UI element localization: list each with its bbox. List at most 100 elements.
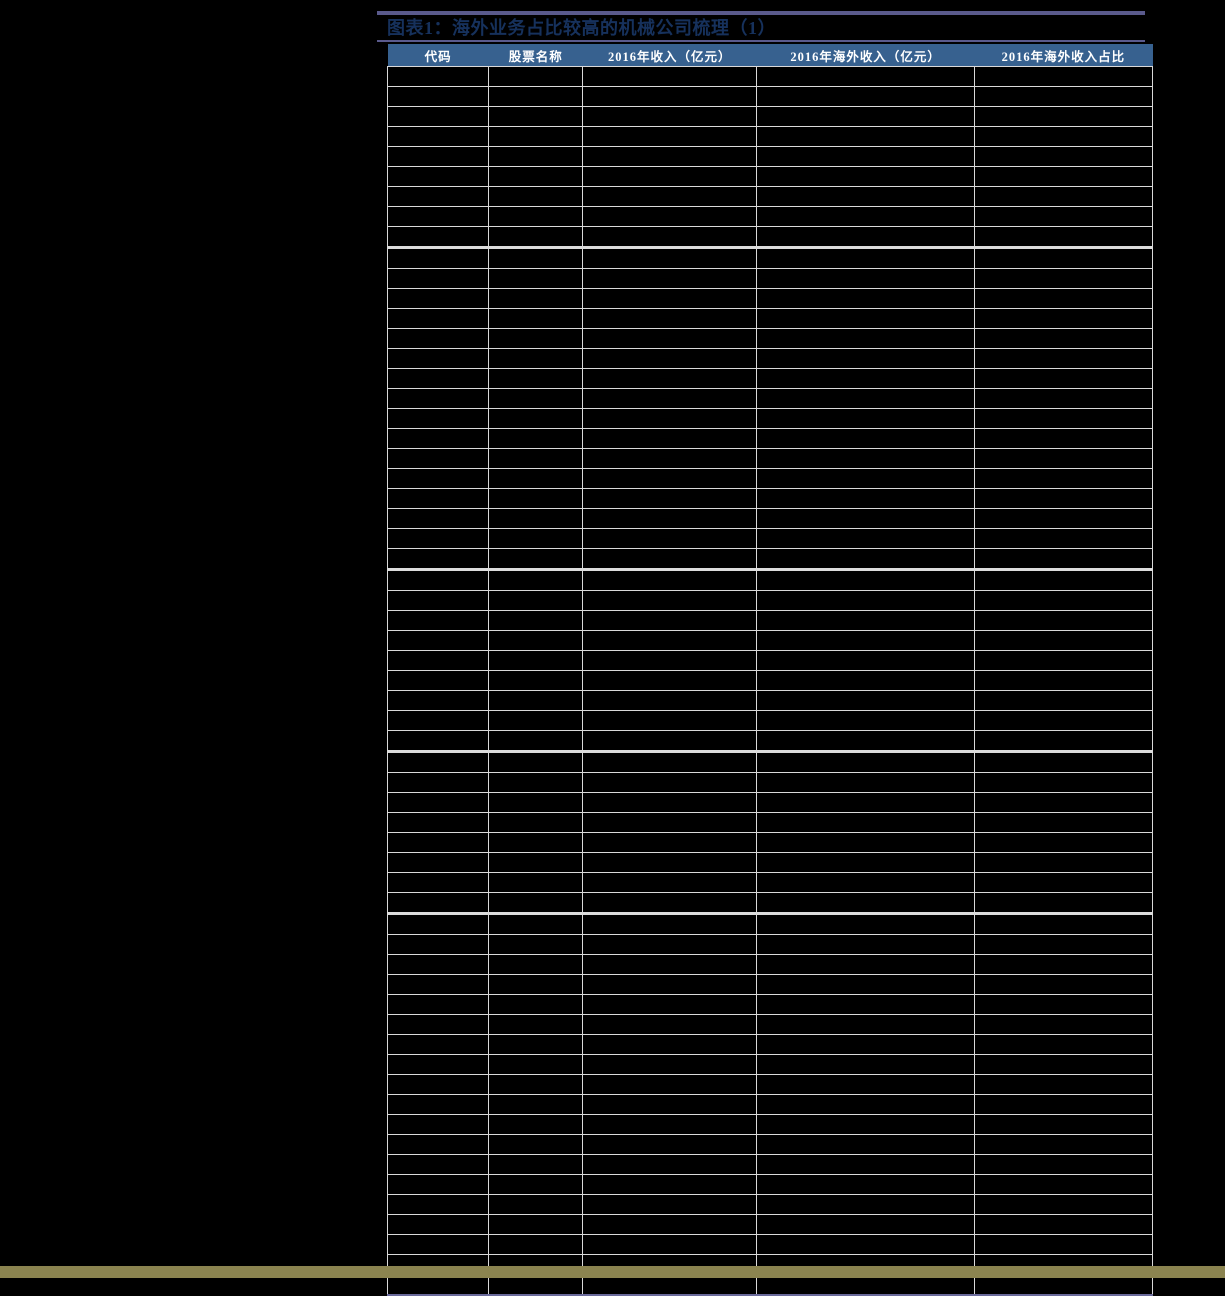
table-row[interactable]	[386, 772, 1154, 793]
table-row[interactable]	[386, 66, 1154, 87]
table-row[interactable]	[386, 528, 1154, 549]
cell-name	[488, 974, 584, 995]
cell-orev	[756, 994, 975, 1015]
table-row[interactable]	[386, 1054, 1154, 1075]
table-row[interactable]	[386, 1194, 1154, 1215]
table-row[interactable]	[386, 852, 1154, 873]
cell-rev	[582, 448, 758, 469]
table-row[interactable]	[386, 934, 1154, 955]
table-row[interactable]	[386, 408, 1154, 429]
table-row[interactable]	[386, 226, 1154, 249]
table-row[interactable]	[386, 590, 1154, 611]
table-row[interactable]	[386, 569, 1154, 591]
table-row[interactable]	[386, 328, 1154, 349]
table-row[interactable]	[386, 247, 1154, 269]
table-row[interactable]	[386, 488, 1154, 509]
cell-orev	[756, 86, 975, 107]
table-row[interactable]	[386, 650, 1154, 671]
table-row[interactable]	[386, 508, 1154, 529]
table-row[interactable]	[386, 1154, 1154, 1175]
cell-name	[488, 913, 584, 935]
cell-name	[488, 126, 584, 147]
cell-name	[488, 508, 584, 529]
table-row[interactable]	[386, 792, 1154, 813]
cell-share	[973, 368, 1154, 389]
table-row[interactable]	[386, 468, 1154, 489]
cell-share	[973, 994, 1154, 1015]
table-row[interactable]	[386, 1174, 1154, 1195]
table-row[interactable]	[386, 690, 1154, 711]
cell-rev	[582, 226, 758, 249]
table-row[interactable]	[386, 166, 1154, 187]
table-row[interactable]	[386, 832, 1154, 853]
column-header-overseas-share[interactable]: 2016年海外收入占比	[974, 44, 1153, 67]
table-row[interactable]	[386, 126, 1154, 147]
table-row[interactable]	[386, 428, 1154, 449]
table-row[interactable]	[386, 146, 1154, 167]
cell-orev	[756, 892, 975, 915]
cell-code	[386, 288, 490, 309]
table-row[interactable]	[386, 670, 1154, 691]
table-row[interactable]	[386, 1074, 1154, 1095]
table-row[interactable]	[386, 1094, 1154, 1115]
cell-rev	[582, 710, 758, 731]
cell-share	[973, 186, 1154, 207]
cell-share	[973, 1094, 1154, 1115]
table-row[interactable]	[386, 892, 1154, 915]
cell-rev	[582, 428, 758, 449]
cell-rev	[582, 66, 758, 87]
table-row[interactable]	[386, 268, 1154, 289]
table-row[interactable]	[386, 610, 1154, 631]
column-header-code[interactable]: 代码	[387, 44, 489, 67]
table-row[interactable]	[386, 710, 1154, 731]
table-row[interactable]	[386, 730, 1154, 753]
table-row[interactable]	[386, 308, 1154, 329]
exhibit-caption: 图表1：海外业务占比较高的机械公司梳理（1）	[387, 18, 776, 38]
column-header-name[interactable]: 股票名称	[488, 44, 583, 67]
table-row[interactable]	[386, 448, 1154, 469]
cell-code	[386, 488, 490, 509]
table-row[interactable]	[386, 1234, 1154, 1255]
table-row[interactable]	[386, 812, 1154, 833]
table-row[interactable]	[386, 630, 1154, 651]
cell-name	[488, 488, 584, 509]
table-row[interactable]	[386, 288, 1154, 309]
cell-code	[386, 1014, 490, 1035]
cell-code	[386, 1134, 490, 1155]
table-row[interactable]	[386, 1214, 1154, 1235]
table-row[interactable]	[386, 994, 1154, 1015]
cell-share	[973, 1014, 1154, 1035]
column-header-revenue[interactable]: 2016年收入（亿元）	[582, 44, 757, 67]
exhibit-block: 图表1：海外业务占比较高的机械公司梳理（1） 代码 股票名称 2016年收入（亿…	[377, 0, 1154, 1296]
cell-share	[973, 590, 1154, 611]
cell-name	[488, 368, 584, 389]
table-row[interactable]	[386, 206, 1154, 227]
cell-name	[488, 408, 584, 429]
table-row[interactable]	[386, 106, 1154, 127]
table-row[interactable]	[386, 974, 1154, 995]
table-row[interactable]	[386, 86, 1154, 107]
table-row[interactable]	[386, 872, 1154, 893]
table-row[interactable]	[386, 1114, 1154, 1135]
cell-code	[386, 408, 490, 429]
table-row[interactable]	[386, 186, 1154, 207]
table-row[interactable]	[386, 954, 1154, 975]
cell-orev	[756, 569, 975, 591]
cell-share	[973, 792, 1154, 813]
table-row[interactable]	[386, 1134, 1154, 1155]
cell-code	[386, 1214, 490, 1235]
table-row[interactable]	[386, 913, 1154, 935]
column-header-overseas-revenue[interactable]: 2016年海外收入（亿元）	[756, 44, 975, 67]
table-row[interactable]	[386, 388, 1154, 409]
table-row[interactable]	[386, 751, 1154, 773]
cell-name	[488, 872, 584, 893]
cell-name	[488, 428, 584, 449]
table-row[interactable]	[386, 368, 1154, 389]
table-row[interactable]	[386, 1034, 1154, 1055]
cell-share	[973, 730, 1154, 753]
table-row[interactable]	[386, 1014, 1154, 1035]
table-row[interactable]	[386, 348, 1154, 369]
table-row[interactable]	[386, 548, 1154, 571]
cell-rev	[582, 1054, 758, 1075]
cell-orev	[756, 1154, 975, 1175]
